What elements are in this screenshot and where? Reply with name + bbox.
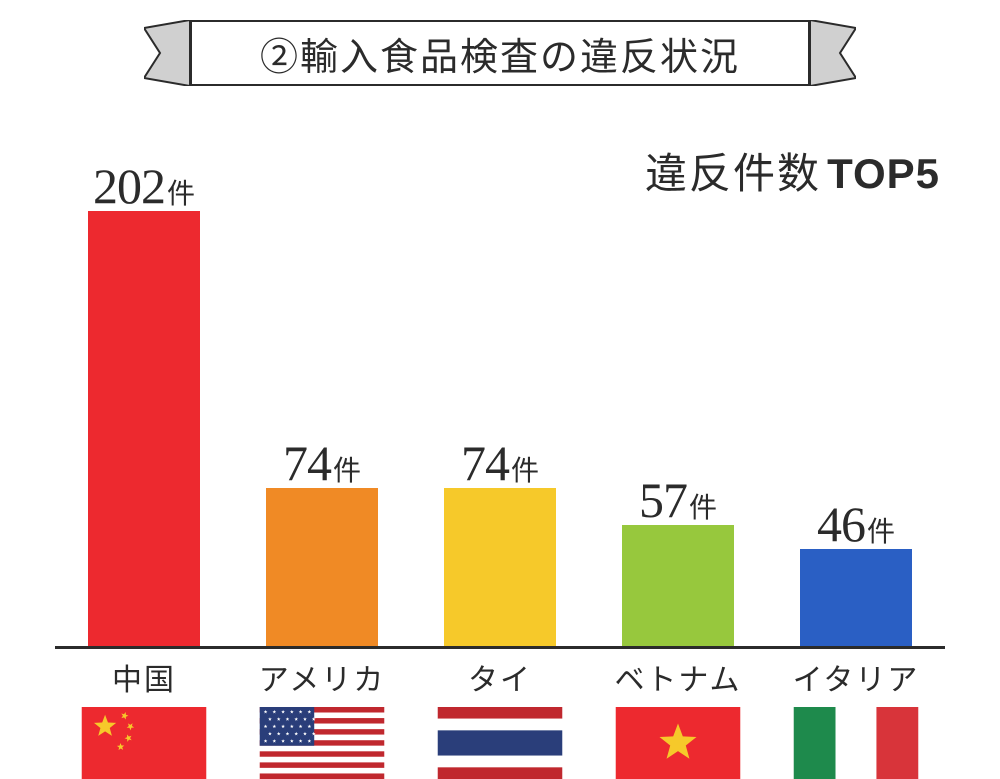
bar-value-unit: 件 — [333, 456, 361, 487]
bar-value-number: 74 — [283, 435, 331, 491]
bar: 46件 — [800, 549, 912, 649]
bar-slot: 74件 — [233, 488, 411, 649]
flag-china-icon — [80, 707, 208, 779]
country-label: 中国 — [112, 655, 176, 699]
x-axis-item: アメリカ — [233, 649, 411, 779]
country-label: ベトナム — [614, 655, 741, 699]
bar-value: 202件 — [93, 161, 195, 211]
ribbon-left-icon — [144, 20, 190, 86]
ribbon-right-icon — [810, 20, 856, 86]
bar-value-number: 46 — [817, 496, 865, 552]
flag-thailand-icon — [436, 707, 564, 779]
country-label: アメリカ — [259, 655, 386, 699]
bar: 74件 — [266, 488, 378, 649]
bar-value: 46件 — [817, 499, 895, 549]
bar-value: 74件 — [461, 438, 539, 488]
x-axis-item: 中国 — [55, 649, 233, 779]
x-axis-item: イタリア — [767, 649, 945, 779]
page: ②輸入食品検査の違反状況 違反件数TOP5 202件 74件 74件 57件 — [0, 0, 1000, 779]
bar: 74件 — [444, 488, 556, 649]
flag-usa-icon — [258, 707, 386, 779]
title-banner: ②輸入食品検査の違反状況 — [144, 20, 856, 86]
x-axis-item: タイ — [411, 649, 589, 779]
bar-chart: 202件 74件 74件 57件 46件 — [55, 150, 945, 649]
bar-slot: 202件 — [55, 211, 233, 649]
bar-value-unit: 件 — [867, 517, 895, 548]
country-label: イタリア — [793, 655, 920, 699]
bar-slot: 46件 — [767, 549, 945, 649]
bar-value-unit: 件 — [167, 179, 195, 210]
title-text: ②輸入食品検査の違反状況 — [190, 20, 810, 86]
bar-slot: 74件 — [411, 488, 589, 649]
x-axis-item: ベトナム — [589, 649, 767, 779]
bar-value-number: 57 — [639, 472, 687, 528]
bar: 202件 — [88, 211, 200, 649]
bar-value-unit: 件 — [511, 456, 539, 487]
country-label: タイ — [468, 655, 532, 699]
bar-value-number: 202 — [93, 158, 165, 214]
flag-vietnam-icon — [614, 707, 742, 779]
flag-italy-icon — [792, 707, 920, 779]
bar: 57件 — [622, 525, 734, 649]
bar-value-unit: 件 — [689, 493, 717, 524]
bar-value: 74件 — [283, 438, 361, 488]
bar-slot: 57件 — [589, 525, 767, 649]
bar-value-number: 74 — [461, 435, 509, 491]
x-axis: 中国 アメリカ タイ ベトナム イタリア — [55, 649, 945, 779]
bar-value: 57件 — [639, 475, 717, 525]
